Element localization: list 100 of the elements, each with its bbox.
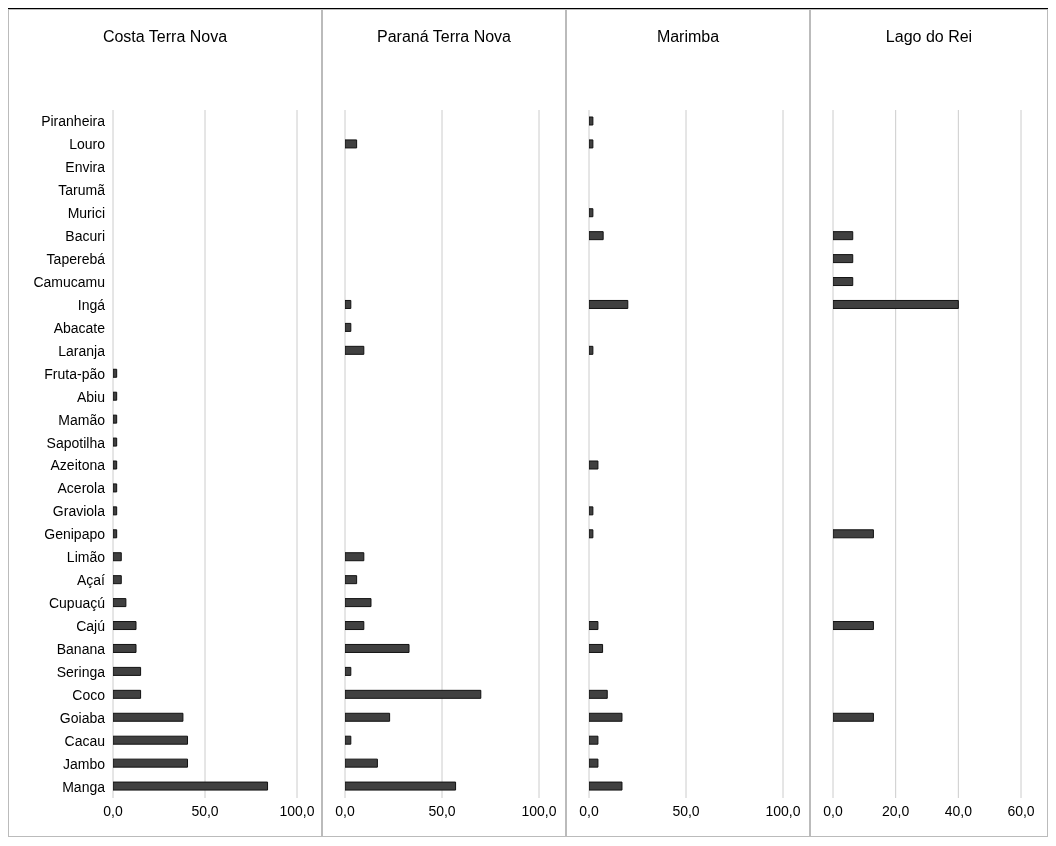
y-tick-label: Cajú xyxy=(76,617,105,634)
bar xyxy=(345,781,457,791)
bar xyxy=(113,391,118,401)
bar xyxy=(113,483,118,493)
y-tick-label: Goiaba xyxy=(59,709,106,726)
bar xyxy=(113,735,189,745)
bar xyxy=(589,735,599,745)
bar xyxy=(113,414,118,424)
bar xyxy=(345,552,365,562)
bar xyxy=(345,643,410,653)
bar xyxy=(113,598,127,608)
bar xyxy=(113,368,118,378)
bar xyxy=(589,345,594,355)
y-tick-label: Limão xyxy=(66,549,106,566)
x-tick-label: 50,0 xyxy=(672,802,700,819)
x-tick-label: 60,0 xyxy=(1007,802,1035,819)
y-tick-label: Açaí xyxy=(76,572,106,589)
bar xyxy=(589,689,608,699)
y-tick-label: Murici xyxy=(67,205,105,222)
y-tick-label: Mamão xyxy=(58,411,106,428)
bar xyxy=(589,529,594,539)
bar xyxy=(589,231,604,241)
y-tick-label: Envira xyxy=(65,159,106,176)
chart-title: Marimba xyxy=(655,28,721,47)
bar xyxy=(833,529,874,539)
y-tick-label: Taperebá xyxy=(46,251,106,268)
y-tick-label: Abacate xyxy=(53,319,106,336)
bar xyxy=(345,758,378,768)
bar xyxy=(345,689,482,699)
bar xyxy=(345,299,352,309)
y-tick-label: Coco xyxy=(72,686,106,703)
bar xyxy=(589,506,594,516)
y-tick-label: Graviola xyxy=(52,503,106,520)
x-tick-label: 50,0 xyxy=(428,802,456,819)
x-tick-label: 100,0 xyxy=(765,802,801,819)
bar xyxy=(113,575,122,585)
chart-title: Lago do Rei xyxy=(884,28,974,47)
x-tick-label: 0,0 xyxy=(103,802,123,819)
bar xyxy=(345,598,372,608)
x-tick-label: 20,0 xyxy=(882,802,910,819)
bar xyxy=(833,299,959,309)
bar xyxy=(113,643,137,653)
y-tick-label: Laranja xyxy=(58,342,106,359)
y-tick-label: Banana xyxy=(56,640,106,657)
bar xyxy=(113,437,118,447)
bar xyxy=(113,712,184,722)
bar xyxy=(833,254,854,264)
y-tick-label: Azeitona xyxy=(50,457,106,474)
bar xyxy=(589,116,594,126)
bar xyxy=(589,781,623,791)
bar xyxy=(345,666,352,676)
bar xyxy=(345,735,352,745)
bar xyxy=(345,712,391,722)
x-tick-label: 50,0 xyxy=(191,802,219,819)
bar xyxy=(113,666,142,676)
x-tick-label: 0,0 xyxy=(823,802,843,819)
x-tick-label: 100,0 xyxy=(279,802,315,819)
y-tick-label: Cacau xyxy=(64,732,105,749)
bar xyxy=(345,139,358,149)
y-tick-label: Genipapo xyxy=(44,526,106,543)
y-tick-label: Acerola xyxy=(57,480,106,497)
chart-title: Paraná Terra Nova xyxy=(376,28,512,47)
bar xyxy=(345,575,358,585)
y-tick-label: Louro xyxy=(69,136,106,153)
bar xyxy=(345,345,365,355)
bar xyxy=(113,621,137,631)
y-tick-label: Ingá xyxy=(77,296,106,313)
bar xyxy=(113,552,122,562)
bar xyxy=(833,621,874,631)
x-tick-label: 100,0 xyxy=(521,802,557,819)
y-tick-label: Tarumã xyxy=(58,182,106,199)
bar xyxy=(833,712,874,722)
bar xyxy=(589,299,629,309)
y-tick-label: Bacuri xyxy=(65,228,105,245)
bar xyxy=(589,208,594,218)
bar xyxy=(113,506,118,516)
bar xyxy=(589,460,599,470)
y-tick-label: Sapotilha xyxy=(46,434,106,451)
bar xyxy=(589,643,604,653)
bar xyxy=(345,322,352,332)
y-tick-label: Abiu xyxy=(76,388,105,405)
bar xyxy=(589,758,599,768)
bar xyxy=(833,231,854,241)
bar xyxy=(113,529,118,539)
bar xyxy=(589,139,594,149)
y-tick-label: Piranheira xyxy=(41,113,106,130)
x-tick-label: 40,0 xyxy=(944,802,973,819)
y-tick-label: Jambo xyxy=(62,755,106,772)
bar xyxy=(113,460,118,470)
y-tick-label: Seringa xyxy=(56,663,106,680)
x-tick-label: 0,0 xyxy=(579,802,599,819)
bar xyxy=(833,277,854,287)
bar xyxy=(345,621,365,631)
bar xyxy=(113,781,269,791)
bar xyxy=(113,689,142,699)
y-tick-label: Manga xyxy=(62,778,106,795)
bar xyxy=(589,712,623,722)
y-tick-label: Cupuaçú xyxy=(48,595,105,612)
y-tick-label: Camucamu xyxy=(33,273,105,290)
bar xyxy=(589,621,599,631)
